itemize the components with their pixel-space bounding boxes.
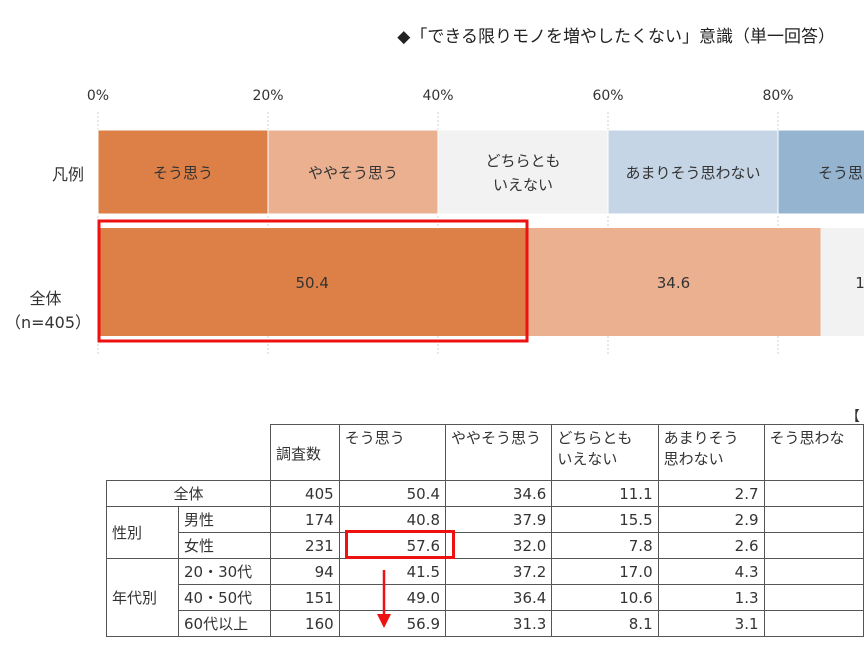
table-row: 女性 231 57.6 32.0 7.8 2.6 [107, 532, 864, 559]
legend-swatch [777, 129, 864, 215]
x-tick-label: 80% [762, 88, 793, 104]
cell-n: 174 [269, 506, 340, 533]
category-label: 全体 （n=405） [5, 289, 91, 332]
cell-v1: 40.8 [338, 506, 447, 533]
header-2: ややそう思う [444, 424, 553, 481]
cell-n: 231 [269, 532, 340, 559]
table-unit-label: 【 [846, 409, 860, 425]
row-sub: 40・50代 [178, 584, 271, 611]
table-row: 年代別 20・30代 94 41.5 37.2 17.0 4.3 [106, 558, 864, 637]
cell-v4: 2.7 [657, 480, 765, 507]
cell-v3: 10.6 [551, 584, 659, 611]
chart: ◆「できる限りモノを増やしたくない」意識（単一回答） 0% 20% 40% 60% 80… [5, 27, 864, 355]
data-label: 34.6 [657, 274, 690, 292]
table-row: 性別 男性 174 40.8 37.9 15.5 2.9 [106, 506, 864, 559]
table-row: 60代以上 160 56.9 31.3 8.1 3.1 [107, 610, 864, 637]
bar-segment [98, 228, 527, 336]
bar-segment [526, 228, 821, 336]
cell-v3: 17.0 [551, 558, 659, 585]
cell-v5 [763, 480, 864, 507]
legend-label: ややそう思う [308, 164, 398, 182]
legend-label: そう思う [153, 164, 213, 182]
chart-title: ◆「できる限りモノを増やしたくない」意識（単一回答） [397, 27, 835, 47]
cell-v2: 37.2 [444, 558, 553, 585]
header-1: そう思う [338, 424, 447, 481]
row-group: 年代別 [106, 558, 179, 637]
cell-v1: 50.4 [338, 480, 447, 507]
cell-v5 [763, 584, 864, 611]
down-arrow-icon [377, 570, 391, 628]
highlight-box-overall [97, 219, 529, 343]
data-table: 調査数 そう思う ややそう思う どちらとも いえない あまりそう 思わない そう思わ… [106, 424, 864, 637]
row-group: 全体 [106, 480, 271, 507]
row-sub: 男性 [178, 506, 271, 533]
cell-v4: 1.3 [657, 584, 765, 611]
cell-n: 151 [269, 584, 340, 611]
data-label: 50.4 [295, 274, 328, 292]
header-4: あまりそう 思わない [657, 424, 765, 481]
cell-v1: 56.9 [338, 610, 447, 637]
data-label: 1 [855, 274, 864, 292]
cell-n: 160 [269, 610, 340, 637]
cell-v4: 2.6 [657, 532, 765, 559]
cell-v2: 37.9 [444, 506, 553, 533]
highlight-box-female [345, 530, 455, 559]
cell-v3: 15.5 [551, 506, 659, 533]
header-n: 調査数 [269, 424, 340, 481]
row-group: 性別 [106, 506, 179, 559]
table-header-row: 調査数 そう思う ややそう思う どちらとも いえない あまりそう 思わない そう思わ… [107, 424, 864, 481]
legend-label: あまりそう思わない [625, 164, 760, 182]
row-sub: 女性 [178, 532, 271, 559]
bar-segment [820, 228, 864, 336]
cell-v4: 2.9 [657, 506, 765, 533]
table-corner [107, 425, 271, 481]
legend-row-label: 凡例 [52, 165, 84, 184]
x-tick-label: 20% [252, 88, 283, 104]
cell-v3: 8.1 [551, 610, 659, 637]
table-row: 全体 405 50.4 34.6 11.1 2.7 [106, 480, 864, 507]
legend-swatch [607, 129, 779, 215]
legend-swatch [437, 129, 609, 215]
cell-v5 [763, 610, 864, 637]
table-row: 40・50代 151 49.0 36.4 10.6 1.3 [107, 584, 864, 611]
cell-v2: 34.6 [444, 480, 553, 507]
cell-v1-highlighted: 57.6 [338, 532, 447, 559]
cell-n: 94 [269, 558, 340, 585]
cell-v4: 3.1 [657, 610, 765, 637]
cell-v5 [763, 506, 864, 533]
cell-v2: 36.4 [444, 584, 553, 611]
x-tick-label: 60% [592, 88, 623, 104]
header-5: そう思わな [763, 424, 864, 481]
row-sub: 20・30代 [178, 558, 271, 585]
cell-v4: 4.3 [657, 558, 765, 585]
legend-label: そう思わない [818, 164, 864, 182]
legend-swatch [97, 129, 269, 215]
cell-v3: 7.8 [551, 532, 659, 559]
x-tick-label: 0% [87, 88, 109, 104]
cell-v5 [763, 532, 864, 559]
cell-v2: 31.3 [444, 610, 553, 637]
cell-v3: 11.1 [551, 480, 659, 507]
row-sub: 60代以上 [178, 610, 271, 637]
cell-v2: 32.0 [444, 532, 553, 559]
cell-n: 405 [269, 480, 340, 507]
legend-label: どちらともいえない [485, 152, 560, 194]
x-tick-label: 40% [422, 88, 453, 104]
cell-v5 [763, 558, 864, 585]
header-3: どちらとも いえない [551, 424, 659, 481]
